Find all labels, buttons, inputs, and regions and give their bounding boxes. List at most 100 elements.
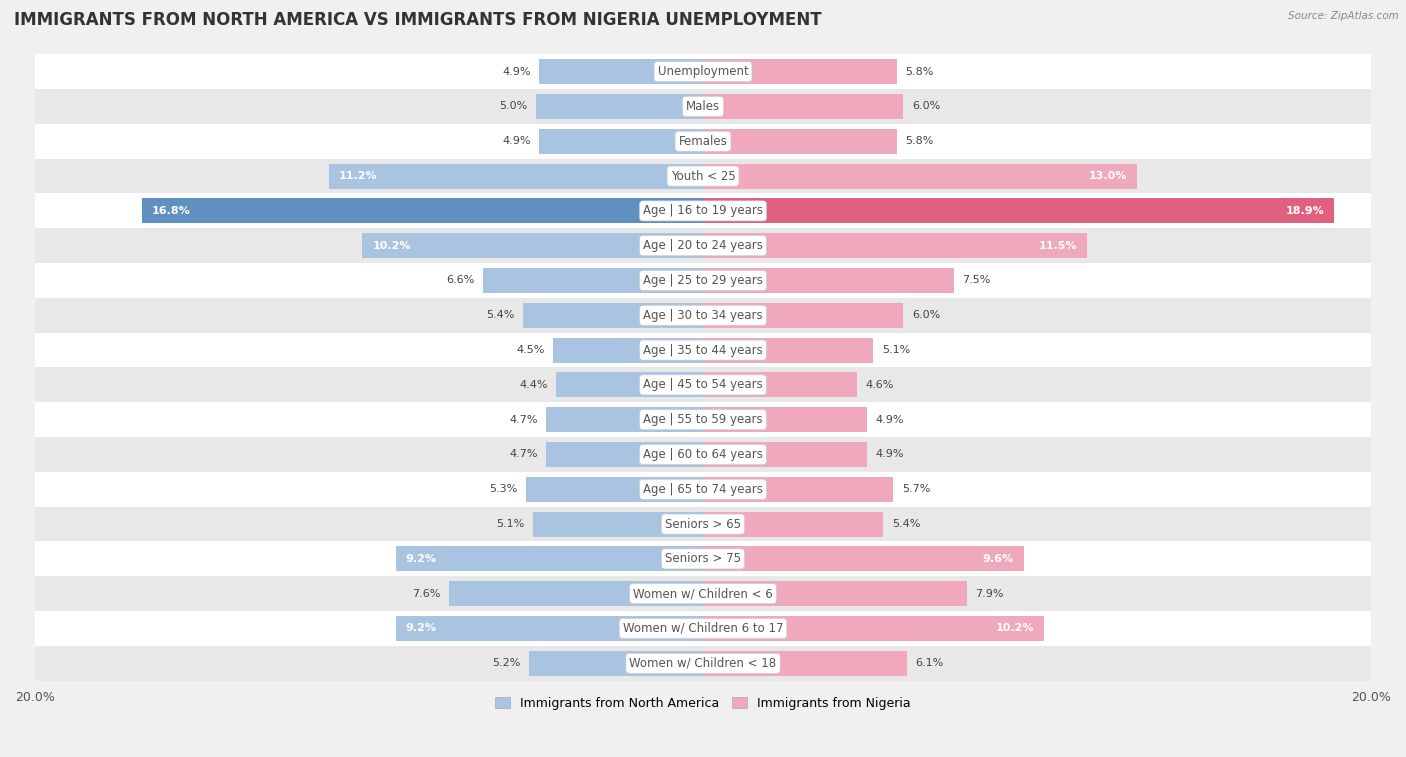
Text: 7.5%: 7.5% [962,276,990,285]
Text: Age | 55 to 59 years: Age | 55 to 59 years [643,413,763,426]
FancyBboxPatch shape [1,437,1405,472]
FancyBboxPatch shape [1,229,1405,263]
Text: 4.9%: 4.9% [875,415,904,425]
FancyBboxPatch shape [1,541,1405,576]
Bar [703,512,883,537]
Legend: Immigrants from North America, Immigrants from Nigeria: Immigrants from North America, Immigrant… [491,692,915,715]
Bar [703,442,866,467]
Bar [703,303,904,328]
Text: Source: ZipAtlas.com: Source: ZipAtlas.com [1288,11,1399,21]
Text: Age | 16 to 19 years: Age | 16 to 19 years [643,204,763,217]
Text: 4.4%: 4.4% [519,380,548,390]
Bar [703,651,907,676]
FancyBboxPatch shape [1,332,1405,367]
Bar [703,547,1024,572]
Bar [703,164,1137,188]
Text: 7.6%: 7.6% [412,589,441,599]
Text: 4.9%: 4.9% [875,450,904,459]
Text: 5.4%: 5.4% [486,310,515,320]
Bar [703,616,1043,641]
FancyBboxPatch shape [1,159,1405,194]
FancyBboxPatch shape [1,472,1405,506]
Text: 11.2%: 11.2% [339,171,378,181]
Text: Age | 30 to 34 years: Age | 30 to 34 years [643,309,763,322]
FancyBboxPatch shape [1,55,1405,89]
Text: 6.0%: 6.0% [911,101,941,111]
Text: 4.9%: 4.9% [502,136,531,146]
Text: Females: Females [679,135,727,148]
Text: Women w/ Children < 18: Women w/ Children < 18 [630,657,776,670]
Bar [329,164,703,188]
Text: Age | 20 to 24 years: Age | 20 to 24 years [643,239,763,252]
Bar [395,547,703,572]
Text: 5.8%: 5.8% [905,67,934,76]
Text: Women w/ Children 6 to 17: Women w/ Children 6 to 17 [623,622,783,635]
Text: 9.6%: 9.6% [983,554,1014,564]
Text: 11.5%: 11.5% [1039,241,1077,251]
Bar [703,59,897,84]
FancyBboxPatch shape [1,506,1405,541]
Bar [540,59,703,84]
FancyBboxPatch shape [1,402,1405,437]
Bar [546,442,703,467]
FancyBboxPatch shape [1,367,1405,402]
Bar [533,512,703,537]
Bar [523,303,703,328]
Bar [449,581,703,606]
Bar [546,407,703,432]
Bar [142,198,703,223]
Bar [540,129,703,154]
Text: 4.9%: 4.9% [502,67,531,76]
Text: 5.3%: 5.3% [489,484,517,494]
Text: 5.7%: 5.7% [901,484,931,494]
Bar [703,581,967,606]
Text: Unemployment: Unemployment [658,65,748,78]
FancyBboxPatch shape [1,194,1405,229]
FancyBboxPatch shape [1,646,1405,681]
Text: 5.4%: 5.4% [891,519,920,529]
Bar [703,338,873,363]
Bar [555,372,703,397]
Text: IMMIGRANTS FROM NORTH AMERICA VS IMMIGRANTS FROM NIGERIA UNEMPLOYMENT: IMMIGRANTS FROM NORTH AMERICA VS IMMIGRA… [14,11,821,30]
Text: 6.6%: 6.6% [446,276,474,285]
FancyBboxPatch shape [1,124,1405,159]
Bar [703,198,1334,223]
Text: Age | 60 to 64 years: Age | 60 to 64 years [643,448,763,461]
Text: 6.1%: 6.1% [915,659,943,668]
Text: Women w/ Children < 6: Women w/ Children < 6 [633,587,773,600]
Text: 4.5%: 4.5% [516,345,544,355]
Bar [703,129,897,154]
Text: Age | 25 to 29 years: Age | 25 to 29 years [643,274,763,287]
Text: 10.2%: 10.2% [373,241,411,251]
Text: 5.0%: 5.0% [499,101,527,111]
Text: 5.2%: 5.2% [492,659,522,668]
Bar [395,616,703,641]
Text: Age | 65 to 74 years: Age | 65 to 74 years [643,483,763,496]
Text: 4.7%: 4.7% [509,450,537,459]
Bar [529,651,703,676]
Text: 9.2%: 9.2% [406,554,437,564]
Bar [703,477,893,502]
Text: 18.9%: 18.9% [1285,206,1324,216]
Bar [536,94,703,119]
Text: 5.1%: 5.1% [882,345,910,355]
Text: 4.7%: 4.7% [509,415,537,425]
Bar [482,268,703,293]
FancyBboxPatch shape [1,298,1405,332]
Text: 6.0%: 6.0% [911,310,941,320]
Text: 9.2%: 9.2% [406,624,437,634]
Text: Age | 45 to 54 years: Age | 45 to 54 years [643,378,763,391]
Text: Seniors > 75: Seniors > 75 [665,553,741,565]
Bar [363,233,703,258]
Bar [553,338,703,363]
Bar [703,94,904,119]
FancyBboxPatch shape [1,576,1405,611]
Bar [526,477,703,502]
Text: 7.9%: 7.9% [976,589,1004,599]
Bar [703,233,1087,258]
FancyBboxPatch shape [1,263,1405,298]
Text: 16.8%: 16.8% [152,206,191,216]
Text: 10.2%: 10.2% [995,624,1033,634]
FancyBboxPatch shape [1,611,1405,646]
Text: Males: Males [686,100,720,113]
